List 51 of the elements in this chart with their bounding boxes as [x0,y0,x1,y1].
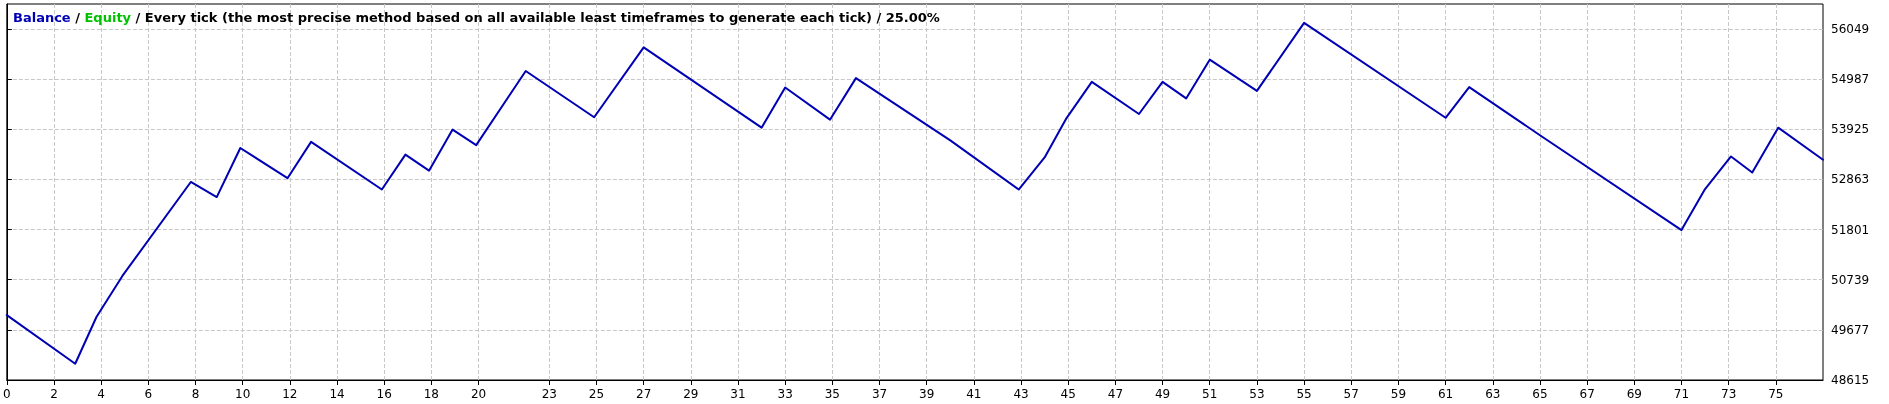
x-tick-label: 35 [824,387,840,401]
x-tick-label: 6 [144,387,153,401]
text: Balance [13,10,71,25]
x-tick-label: 65 [1532,387,1548,401]
x-tick-label: 2 [50,387,58,401]
x-tick-label: 41 [966,387,982,401]
x-tick-label: 16 [376,387,392,401]
y-tick-label: 51801 [1831,222,1870,237]
x-tick-label: 14 [329,387,345,401]
x-tick-label: 71 [1673,387,1690,401]
y-tick-label: 53925 [1831,122,1870,137]
x-tick-label: 31 [730,387,746,401]
annotation: / [131,10,145,25]
x-tick-label: 43 [1013,387,1029,401]
x-tick-label: 20 [470,387,487,401]
x-tick-label: 39 [919,387,935,401]
x-tick-label: 4 [97,387,105,401]
x-tick-label: 51 [1202,387,1218,401]
y-tick-label: 56049 [1831,22,1870,37]
x-tick-label: 53 [1249,387,1265,401]
x-tick-label: 57 [1343,387,1359,401]
x-tick-label: 69 [1626,387,1642,401]
x-tick-label: 55 [1296,387,1312,401]
x-tick-label: 59 [1390,387,1407,401]
x-tick-label: 37 [871,387,888,401]
x-tick-label: 67 [1579,387,1595,401]
text: Every tick (the most precise method based on all available least timeframes to generate each tick) / 25.00% [144,10,940,25]
x-tick-label: 29 [683,387,699,401]
x-tick-label: 0 [3,387,11,401]
y-tick-label: 54987 [1831,72,1870,87]
x-tick-label: 75 [1768,387,1784,401]
x-tick-label: 23 [541,387,557,401]
x-tick-label: 47 [1107,387,1124,401]
y-tick-label: 49677 [1831,322,1870,337]
x-tick-label: 27 [636,387,652,401]
x-tick-label: 12 [282,387,298,401]
x-tick-label: 63 [1485,387,1501,401]
x-tick-label: 10 [235,387,251,401]
x-tick-label: 45 [1060,387,1076,401]
x-tick-label: 18 [423,387,440,401]
y-tick-label: 50739 [1831,272,1870,287]
x-tick-label: 61 [1437,387,1454,401]
x-tick-label: 33 [777,387,793,401]
x-tick-label: 8 [191,387,200,401]
x-tick-label: 73 [1721,387,1737,401]
x-tick-label: 25 [588,387,605,401]
legend-label: Equity [84,10,132,25]
annotation: / [70,10,85,25]
y-tick-label: 52863 [1831,172,1870,187]
x-tick-label: 49 [1154,387,1171,401]
y-tick-label: 48615 [1831,373,1870,387]
